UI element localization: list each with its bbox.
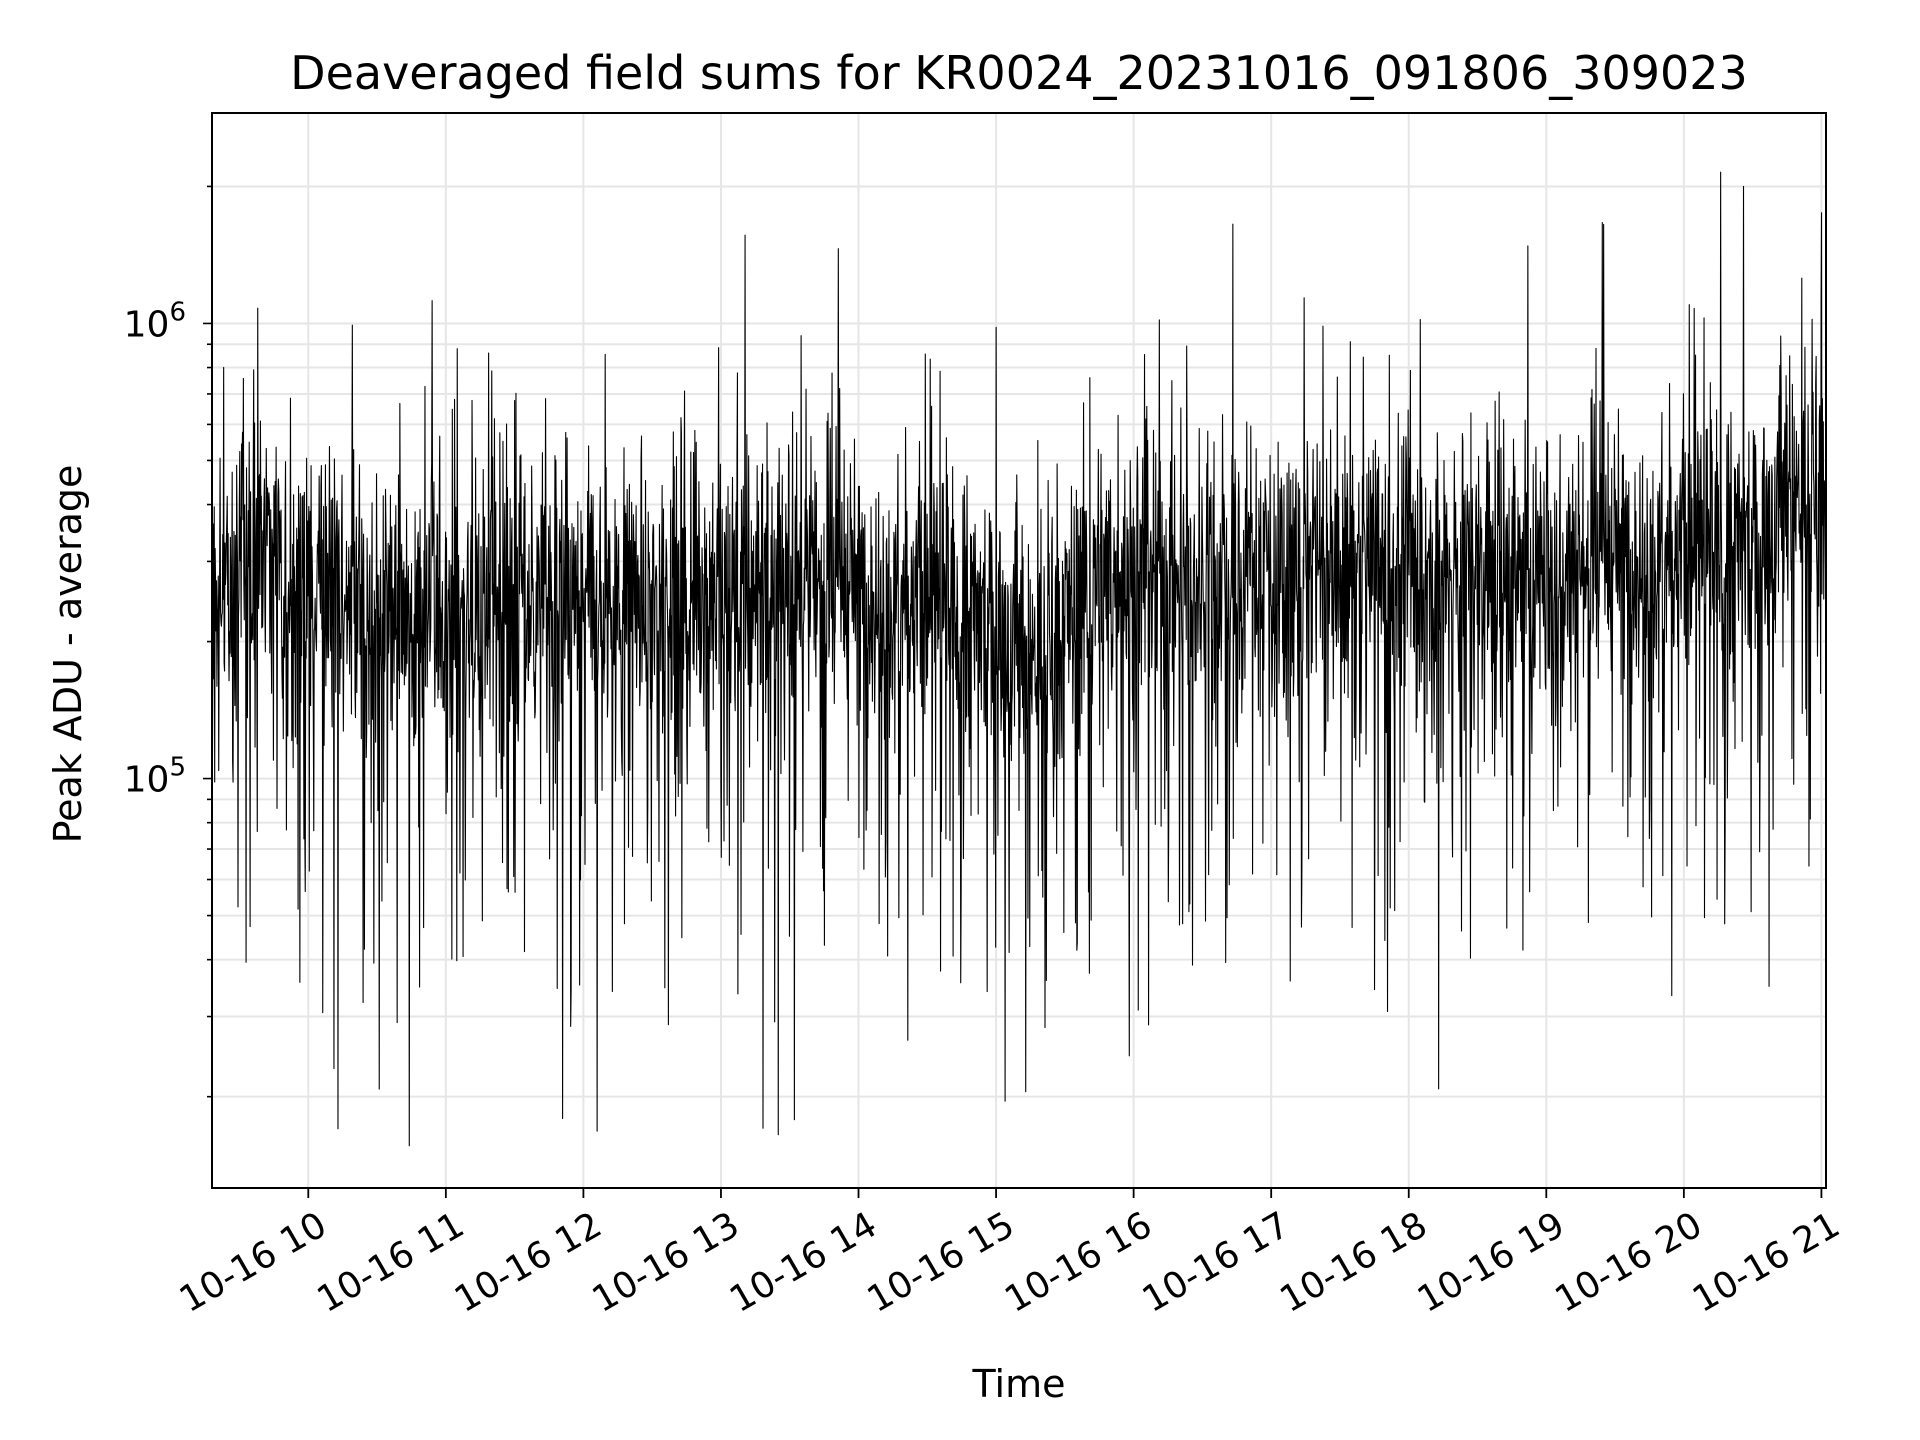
y-axis-label: Peak ADU - average — [46, 464, 90, 844]
chart-title: Deaveraged field sums for KR0024_2023101… — [290, 46, 1748, 100]
y-tick-label: 105 — [124, 753, 186, 801]
y-tick-label: 106 — [124, 297, 186, 345]
x-tick-label: 10-16 19 — [1411, 1204, 1572, 1320]
series-line — [211, 171, 1827, 1147]
x-tick-label: 10-16 21 — [1686, 1204, 1847, 1320]
x-tick-label: 10-16 11 — [310, 1204, 471, 1320]
x-tick-label: 10-16 13 — [586, 1204, 747, 1320]
x-tick-label: 10-16 12 — [448, 1204, 609, 1320]
x-tick-label: 10-16 20 — [1548, 1204, 1709, 1320]
x-tick-label: 10-16 17 — [1136, 1204, 1297, 1320]
x-tick-label: 10-16 14 — [723, 1204, 884, 1320]
x-tick-label: 10-16 16 — [998, 1204, 1159, 1320]
x-tick-label: 10-16 10 — [173, 1204, 334, 1320]
series-layer — [211, 171, 1827, 1147]
x-tick-label: 10-16 18 — [1273, 1204, 1434, 1320]
plot-frame — [211, 112, 1827, 1189]
x-tick-label: 10-16 15 — [861, 1204, 1022, 1320]
x-axis-label: Time — [972, 1362, 1066, 1406]
